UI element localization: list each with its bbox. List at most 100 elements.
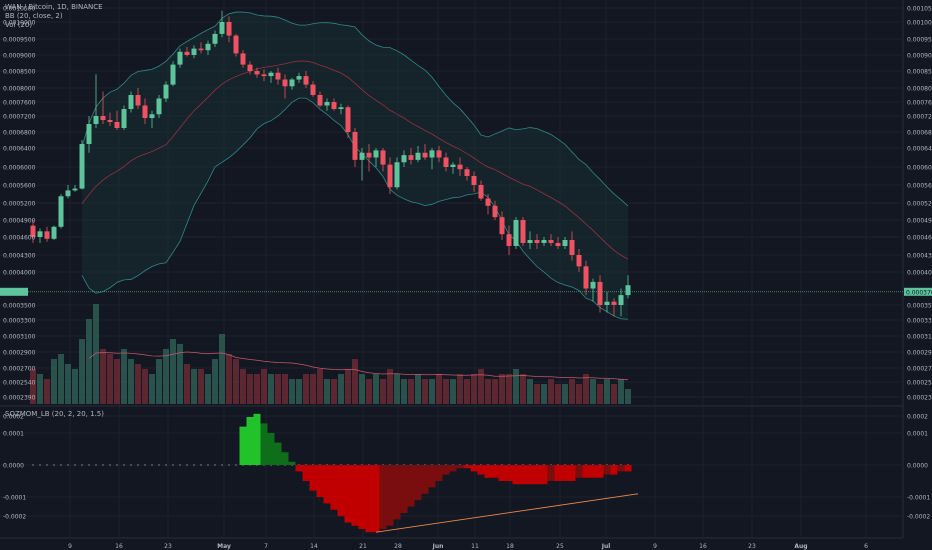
volume-bar bbox=[37, 374, 43, 404]
time-tick-label: 9 bbox=[653, 543, 657, 550]
volume-bar bbox=[576, 384, 582, 404]
candle bbox=[254, 67, 260, 78]
symbol-title: WAN / Bitcoin, 1D, BINANCE bbox=[5, 3, 103, 11]
price-tick-label: 0.0003300 bbox=[907, 318, 932, 325]
squeeze-dot bbox=[95, 464, 97, 466]
osc-tick-label-left: 0.0002 bbox=[3, 414, 24, 421]
candle bbox=[359, 148, 365, 181]
candle-body bbox=[226, 22, 232, 36]
volume-bar bbox=[282, 374, 288, 404]
momentum-trend-line bbox=[375, 493, 639, 533]
volume-bar bbox=[611, 384, 617, 404]
time-tick-label: 23 bbox=[164, 543, 172, 550]
candle-body bbox=[380, 150, 386, 165]
volume-bar bbox=[541, 384, 547, 404]
candle-body bbox=[163, 84, 169, 99]
price-tick-label-left: 0.0003100 bbox=[3, 334, 36, 341]
price-tick-label-left: 0.0008000 bbox=[3, 86, 36, 93]
momentum-bar bbox=[540, 465, 548, 485]
candle-body bbox=[114, 122, 120, 128]
price-tick-label-left: 0.0004900 bbox=[3, 218, 36, 225]
volume-bar bbox=[366, 379, 372, 404]
volume-legend: Vol (20) bbox=[5, 21, 33, 29]
candle-body bbox=[611, 301, 617, 305]
volume-bar bbox=[30, 369, 36, 404]
price-tick-label-left: 0.0004300 bbox=[3, 253, 36, 260]
candle bbox=[212, 30, 218, 47]
candle bbox=[541, 237, 547, 246]
momentum-bar bbox=[519, 465, 527, 485]
volume-bar bbox=[247, 374, 253, 404]
volume-bar bbox=[79, 339, 85, 404]
volume-bar bbox=[275, 374, 281, 404]
volume-bar bbox=[261, 369, 267, 404]
candle-body bbox=[548, 240, 554, 243]
osc-tick-label: -0.0001 bbox=[907, 495, 930, 502]
candle-body bbox=[142, 105, 148, 118]
momentum-bar bbox=[281, 452, 289, 465]
osc-tick-label-left: 0.0001 bbox=[3, 431, 24, 438]
volume-bar bbox=[191, 369, 197, 404]
volume-bar bbox=[359, 374, 365, 404]
momentum-bar bbox=[365, 465, 373, 533]
volume-bar bbox=[345, 369, 351, 404]
momentum-bar bbox=[386, 465, 394, 526]
candle-body bbox=[30, 225, 36, 237]
time-tick-label: 25 bbox=[556, 543, 564, 550]
candle-body bbox=[352, 132, 358, 160]
squeeze-dot bbox=[32, 464, 34, 466]
momentum-bar bbox=[421, 465, 429, 494]
candle-body bbox=[72, 188, 78, 191]
candle-body bbox=[191, 48, 197, 55]
candle-body bbox=[100, 116, 106, 120]
momentum-bar bbox=[316, 465, 324, 497]
volume-bar bbox=[156, 359, 162, 404]
candle bbox=[142, 98, 148, 124]
candle-body bbox=[373, 150, 379, 158]
price-tick-label: 0.0002900 bbox=[907, 350, 932, 357]
candle-body bbox=[527, 240, 533, 243]
momentum-bar bbox=[561, 465, 569, 481]
price-tick-label: 0.0009000 bbox=[907, 53, 932, 60]
momentum-bar bbox=[449, 465, 457, 472]
time-tick-label: 16 bbox=[699, 543, 707, 550]
candle-body bbox=[296, 76, 302, 80]
price-tick-label-left: 0.0005600 bbox=[3, 183, 36, 190]
candle bbox=[338, 103, 344, 115]
candle-body bbox=[436, 150, 442, 158]
osc-tick-label: 0.0000 bbox=[907, 463, 928, 470]
osc-tick-label-left: 0.0000 bbox=[3, 463, 24, 470]
candle-body bbox=[366, 152, 372, 158]
volume-bar bbox=[198, 369, 204, 404]
candle-body bbox=[51, 226, 57, 239]
candle-body bbox=[121, 109, 127, 128]
squeeze-dot bbox=[165, 464, 167, 466]
candle bbox=[534, 234, 540, 249]
volume-bar bbox=[170, 339, 176, 404]
volume-bar bbox=[618, 379, 624, 404]
candle bbox=[513, 217, 519, 249]
volume-bar bbox=[625, 389, 631, 404]
candle-body bbox=[149, 114, 155, 118]
current-price-tag bbox=[904, 287, 932, 296]
candle bbox=[177, 48, 183, 68]
candle-body bbox=[569, 240, 575, 255]
volume-bar bbox=[254, 374, 260, 404]
candle bbox=[562, 237, 568, 249]
candle-body bbox=[485, 198, 491, 206]
momentum-bar bbox=[533, 465, 541, 485]
candle-body bbox=[513, 220, 519, 246]
bb-basis-line bbox=[81, 60, 629, 260]
momentum-bar bbox=[372, 465, 380, 533]
candle bbox=[240, 50, 246, 68]
price-tick-label-left: 0.0006400 bbox=[3, 146, 36, 153]
candle bbox=[37, 228, 43, 243]
squeeze-dot bbox=[74, 464, 76, 466]
momentum-bar bbox=[568, 465, 576, 481]
candle-body bbox=[541, 240, 547, 243]
volume-bar bbox=[485, 379, 491, 404]
price-tick-label: 0.0009500 bbox=[907, 37, 932, 44]
momentum-bar bbox=[575, 465, 583, 478]
candle bbox=[72, 185, 78, 192]
